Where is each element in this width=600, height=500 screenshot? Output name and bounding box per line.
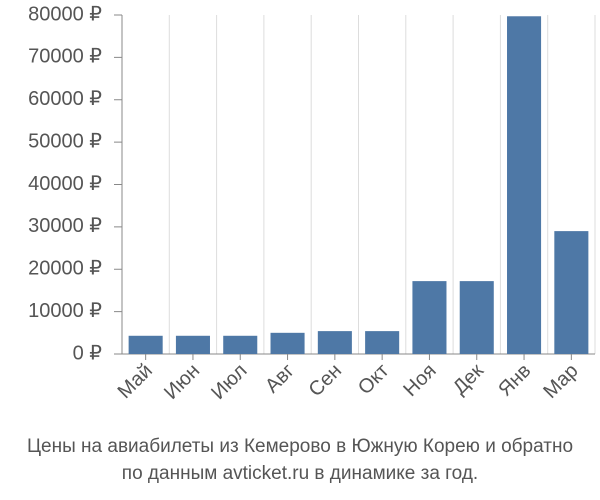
y-tick-label: 10000 ₽ bbox=[28, 300, 102, 322]
y-tick-label: 50000 ₽ bbox=[28, 130, 102, 152]
x-tick-label: Дек bbox=[449, 360, 488, 399]
bar bbox=[554, 231, 589, 354]
bar bbox=[175, 335, 210, 354]
bar bbox=[128, 335, 163, 354]
bar bbox=[317, 331, 352, 354]
chart-subtitle: по данным avticket.ru в динамике за год. bbox=[122, 463, 478, 484]
x-tick-label: Авг bbox=[261, 360, 299, 398]
y-tick-label: 20000 ₽ bbox=[28, 258, 102, 280]
y-tick-label: 60000 ₽ bbox=[28, 88, 102, 110]
bar bbox=[365, 331, 400, 354]
y-tick-label: 40000 ₽ bbox=[28, 173, 102, 195]
y-tick-label: 80000 ₽ bbox=[28, 3, 102, 25]
x-tick-label: Июн bbox=[160, 360, 204, 404]
bar bbox=[459, 281, 494, 354]
x-tick-label: Сен bbox=[305, 360, 346, 401]
y-tick-label: 30000 ₽ bbox=[28, 215, 102, 237]
x-tick-label: Июл bbox=[207, 360, 251, 404]
bar bbox=[270, 332, 305, 354]
x-tick-label: Май bbox=[114, 360, 157, 403]
x-tick-label: Мар bbox=[539, 360, 582, 403]
bar bbox=[223, 335, 258, 354]
chart-title: Цены на авиабилеты из Кемерово в Южную К… bbox=[27, 436, 573, 457]
x-tick-label: Янв bbox=[494, 360, 535, 401]
bar bbox=[507, 16, 542, 355]
bar bbox=[412, 281, 447, 354]
y-tick-label: 70000 ₽ bbox=[28, 46, 102, 68]
y-tick-label: 0 ₽ bbox=[73, 342, 103, 364]
x-tick-label: Окт bbox=[354, 360, 393, 399]
x-tick-label: Ноя bbox=[399, 360, 440, 401]
